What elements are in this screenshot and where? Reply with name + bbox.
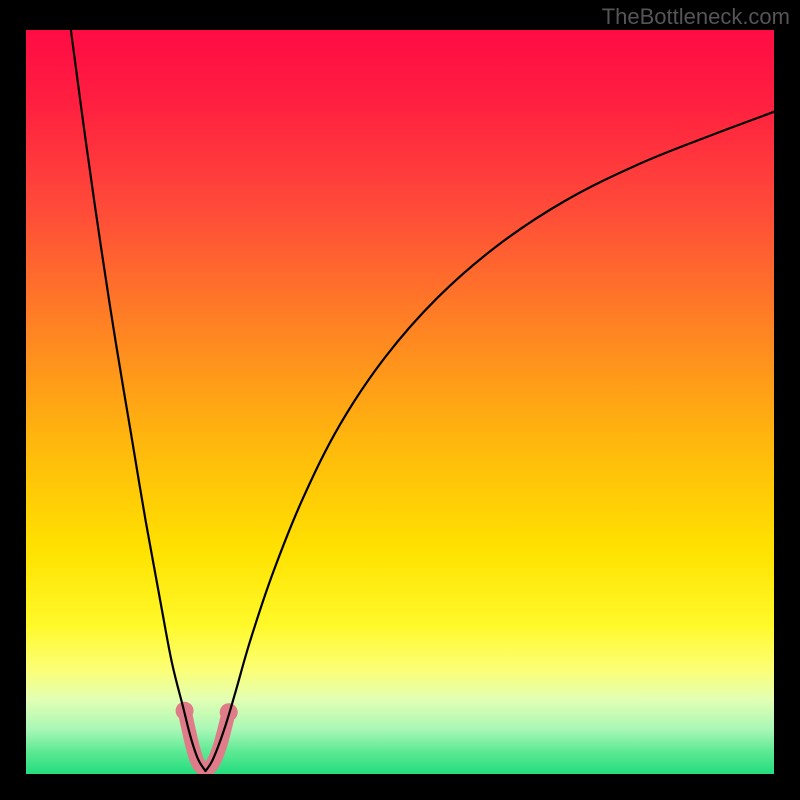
frame-left <box>0 0 26 800</box>
bottleneck-chart-svg <box>0 0 800 800</box>
plot-background <box>26 30 774 774</box>
watermark-text: TheBottleneck.com <box>602 4 790 30</box>
frame-right <box>774 0 800 800</box>
frame-bottom <box>0 774 800 800</box>
chart-canvas: TheBottleneck.com <box>0 0 800 800</box>
